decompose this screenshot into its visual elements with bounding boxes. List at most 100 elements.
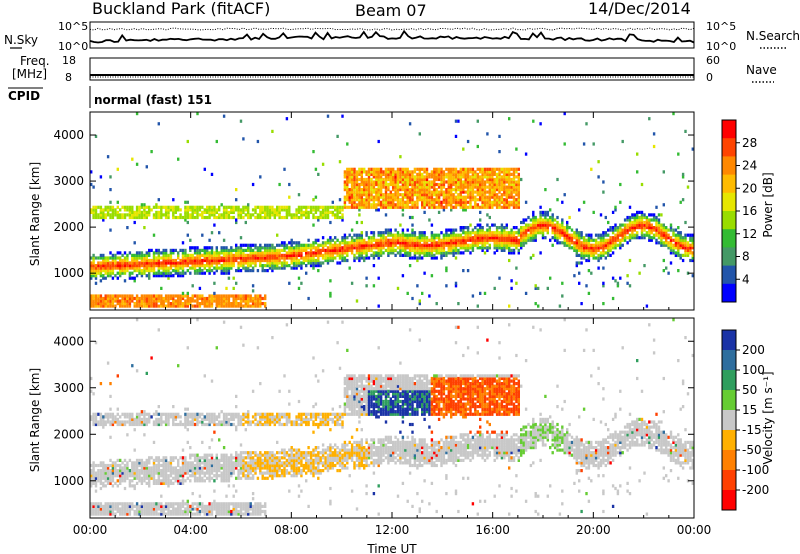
power-cell	[493, 233, 496, 237]
power-cell	[466, 172, 470, 176]
power-cell	[544, 223, 547, 227]
power-cell	[326, 251, 330, 255]
power-cell	[244, 213, 247, 217]
power-cell	[488, 203, 491, 207]
power-cell	[288, 241, 291, 245]
power-cell	[466, 228, 470, 232]
power-cell	[247, 266, 250, 270]
power-cell	[421, 203, 424, 207]
power-cell	[181, 291, 185, 295]
power-cell	[155, 213, 158, 217]
power-cell	[667, 243, 670, 247]
power-cell	[261, 205, 264, 209]
power-cell	[227, 251, 231, 255]
power-cell	[648, 117, 651, 121]
power-cell	[517, 177, 520, 182]
power-cell	[413, 238, 417, 242]
power-cell	[433, 193, 436, 197]
power-cell	[174, 264, 177, 268]
power-cell	[459, 228, 462, 232]
velocity-cell	[116, 502, 119, 506]
power-cell	[266, 205, 269, 209]
power-cell	[665, 236, 668, 240]
power-cell	[360, 193, 363, 197]
power-cell	[150, 302, 153, 306]
power-cell	[157, 294, 160, 298]
power-cell	[389, 195, 392, 199]
power-cell	[377, 175, 380, 179]
power-cell	[392, 195, 395, 199]
power-cell	[479, 236, 482, 240]
power-cell	[370, 185, 373, 189]
power-cell	[628, 258, 632, 263]
velocity-cell	[172, 509, 175, 514]
power-cell	[329, 236, 332, 240]
power-cell	[247, 210, 250, 214]
power-cell	[392, 185, 395, 189]
power-cell	[174, 248, 177, 252]
nave-label: Nave	[746, 63, 777, 77]
power-cell	[568, 226, 571, 230]
velocity-cell	[111, 512, 115, 516]
power-cell	[203, 302, 206, 306]
power-cell	[227, 205, 231, 209]
power-cell	[131, 299, 134, 303]
power-cell	[338, 210, 342, 214]
power-cell	[162, 248, 165, 252]
power-cell	[213, 258, 216, 263]
power-cell	[515, 185, 518, 189]
power-cell	[235, 248, 238, 252]
velocity-cell	[106, 361, 110, 365]
power-cell	[563, 236, 566, 240]
power-cell	[512, 248, 516, 252]
power-cell	[196, 253, 199, 257]
power-cell	[500, 175, 504, 179]
power-cell	[172, 213, 175, 217]
power-cell	[503, 246, 506, 250]
panel1-y-tick-label: 4000	[53, 128, 84, 142]
power-cell	[399, 248, 402, 252]
power-cell	[225, 264, 228, 268]
power-cell	[558, 236, 562, 240]
power-cell	[392, 188, 395, 192]
power-cell	[433, 185, 436, 189]
velocity-cell	[167, 507, 170, 511]
velocity-cell	[94, 417, 98, 421]
power-cell	[317, 251, 320, 255]
power-cell	[143, 205, 146, 209]
power-cell	[392, 203, 395, 207]
power-cell	[416, 200, 419, 204]
power-cell	[367, 175, 371, 179]
power-cell	[121, 294, 124, 298]
power-cell	[145, 256, 148, 260]
velocity-cell	[140, 461, 144, 465]
power-cell	[215, 294, 218, 298]
power-cell	[305, 210, 308, 214]
power-cell	[609, 236, 612, 240]
power-cell	[474, 195, 477, 199]
power-cell	[476, 144, 479, 149]
power-cell	[235, 208, 238, 212]
power-cell	[259, 243, 262, 247]
power-cell	[602, 253, 605, 257]
power-cell	[411, 246, 414, 250]
power-cell	[254, 210, 257, 214]
power-cell	[491, 177, 494, 182]
power-cell	[172, 215, 175, 220]
power-cell	[309, 261, 313, 265]
power-cell	[563, 241, 566, 245]
power-cell	[469, 223, 472, 227]
power-cell	[259, 205, 262, 209]
power-cell	[102, 302, 105, 306]
power-cell	[626, 241, 629, 245]
velocity-cell	[126, 466, 129, 470]
power-cell	[314, 238, 318, 242]
power-cell	[488, 172, 491, 176]
power-cell	[309, 248, 313, 252]
power-cell	[515, 167, 518, 171]
power-cell	[566, 226, 569, 230]
power-cell	[442, 253, 446, 257]
power-cell	[578, 261, 581, 265]
power-cell	[379, 246, 383, 250]
power-cell	[157, 271, 160, 275]
